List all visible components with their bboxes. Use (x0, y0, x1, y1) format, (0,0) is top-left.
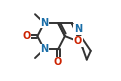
Text: O: O (54, 57, 62, 67)
Text: N: N (40, 18, 48, 28)
Text: O: O (22, 31, 30, 41)
Text: O: O (74, 36, 82, 46)
Text: N: N (40, 44, 48, 54)
Text: N: N (74, 24, 82, 34)
